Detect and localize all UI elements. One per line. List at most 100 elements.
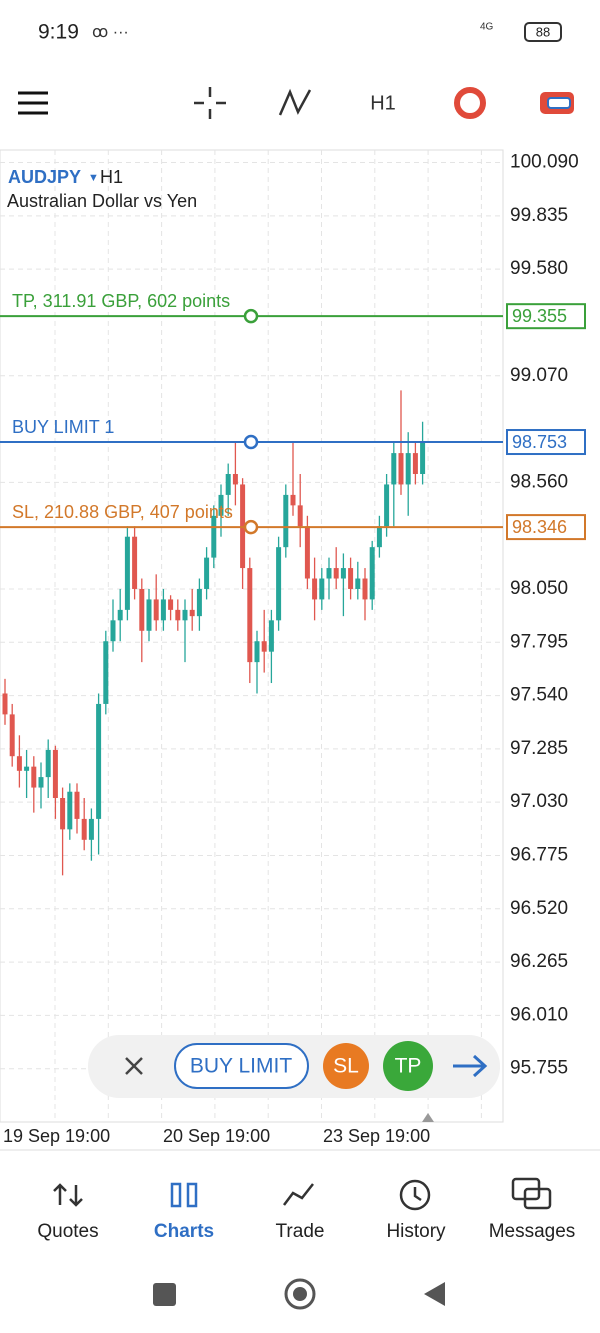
x-tick-label: 19 Sep 19:00 — [3, 1126, 110, 1146]
candle-body — [247, 568, 253, 663]
candle-body — [139, 588, 145, 631]
y-tick-label: 100.090 — [510, 152, 579, 173]
y-tick-label: 99.070 — [510, 365, 568, 386]
y-tick-label: 99.580 — [510, 258, 568, 279]
candle-body — [31, 766, 37, 788]
battery: 88 — [536, 24, 550, 39]
timeframe-button[interactable]: H1 — [370, 92, 396, 114]
candle-body — [398, 453, 404, 485]
candle-body — [376, 526, 382, 548]
candle-body — [52, 749, 58, 798]
tp-button[interactable] — [383, 1041, 433, 1091]
network: 4G — [480, 22, 494, 33]
candle-body — [211, 515, 217, 558]
home-button[interactable] — [284, 1278, 316, 1310]
home-dot — [293, 1287, 307, 1301]
candle-body — [2, 693, 8, 715]
x-tick-label: 20 Sep 19:00 — [163, 1126, 270, 1146]
nav-item[interactable]: History — [386, 1221, 446, 1242]
battery-icon — [524, 22, 562, 42]
candle-body — [218, 494, 224, 516]
candle-body — [189, 609, 195, 617]
candle-body — [16, 756, 22, 771]
level-price-box — [506, 429, 586, 456]
y-tick-label: 96.520 — [510, 898, 568, 919]
nav-item[interactable]: Messages — [489, 1221, 576, 1242]
candle-body — [391, 453, 397, 485]
candle-body — [297, 505, 303, 527]
candle-body — [168, 599, 174, 610]
candle-body — [175, 609, 181, 621]
objects-button[interactable] — [454, 87, 486, 119]
candle-body — [412, 453, 418, 474]
nav-icons — [53, 1177, 552, 1211]
level-label: BUY LIMIT 1 — [12, 417, 114, 437]
candle-body — [9, 714, 15, 757]
level-label: SL, 210.88 GBP, 407 points — [12, 502, 233, 522]
candle-body — [204, 557, 210, 589]
candle-body — [146, 599, 152, 631]
menu-button[interactable] — [18, 91, 48, 115]
crosshair-button[interactable] — [194, 87, 226, 119]
level-handle[interactable] — [243, 519, 259, 535]
candle-body — [348, 568, 354, 589]
symbol: AUDJPY — [8, 167, 81, 187]
scroll-marker — [422, 1113, 434, 1122]
candle-body — [124, 536, 130, 610]
level-price-box — [506, 514, 586, 541]
nav-item[interactable]: Quotes — [37, 1221, 98, 1242]
candle-body — [160, 599, 166, 621]
candle-body — [132, 536, 138, 589]
candle-body — [362, 578, 368, 600]
back-button[interactable] — [424, 1282, 445, 1306]
candle-body — [405, 453, 411, 485]
buy-limit-button[interactable] — [174, 1043, 309, 1089]
candle-body — [38, 777, 44, 788]
level-handle[interactable] — [243, 308, 259, 324]
candle-body — [117, 609, 123, 621]
nav-item[interactable]: Trade — [276, 1221, 325, 1242]
y-tick-label: 97.285 — [510, 738, 568, 759]
candle-body — [182, 609, 188, 621]
indicators-button[interactable] — [278, 88, 312, 116]
level-label: TP, 311.91 GBP, 602 points — [12, 291, 230, 311]
nav-item[interactable]: Charts — [154, 1221, 214, 1242]
candle-body — [103, 641, 109, 704]
candle-body — [110, 620, 116, 642]
candle-body — [254, 641, 260, 663]
candle-body — [67, 791, 73, 830]
candle-body — [333, 568, 339, 579]
y-tick-label: 95.755 — [510, 1058, 568, 1079]
y-tick-label: 98.560 — [510, 471, 568, 492]
candle-body — [420, 442, 426, 474]
close-button[interactable] — [125, 1057, 143, 1075]
y-tick-label: 97.030 — [510, 791, 568, 812]
sl-button[interactable] — [323, 1043, 369, 1089]
candle-body — [24, 766, 30, 771]
candle-body — [340, 568, 346, 579]
sl-label: SL — [333, 1055, 359, 1078]
recents-button[interactable] — [153, 1283, 176, 1306]
candle-body — [283, 494, 289, 548]
candle-body — [88, 818, 94, 840]
candle-body — [355, 578, 361, 589]
level-price: 98.753 — [512, 432, 567, 452]
y-tick-label: 98.050 — [510, 578, 568, 599]
next-button[interactable] — [453, 1054, 488, 1078]
candle-body — [312, 578, 318, 600]
y-tick-label: 97.540 — [510, 685, 568, 706]
candle-body — [60, 798, 66, 830]
candle-body — [276, 547, 282, 621]
level-handle[interactable] — [243, 434, 259, 450]
symbol-dropdown[interactable]: ▼ — [88, 172, 99, 184]
y-tick-label: 96.775 — [510, 844, 568, 865]
candle-body — [290, 494, 296, 506]
x-tick-label: 23 Sep 19:00 — [323, 1126, 430, 1146]
chart-timeframe: H1 — [100, 167, 123, 187]
candle-body — [304, 526, 310, 579]
candle-body — [74, 791, 80, 819]
candle-body — [384, 484, 390, 527]
symbol-description: Australian Dollar vs Yen — [7, 191, 197, 211]
